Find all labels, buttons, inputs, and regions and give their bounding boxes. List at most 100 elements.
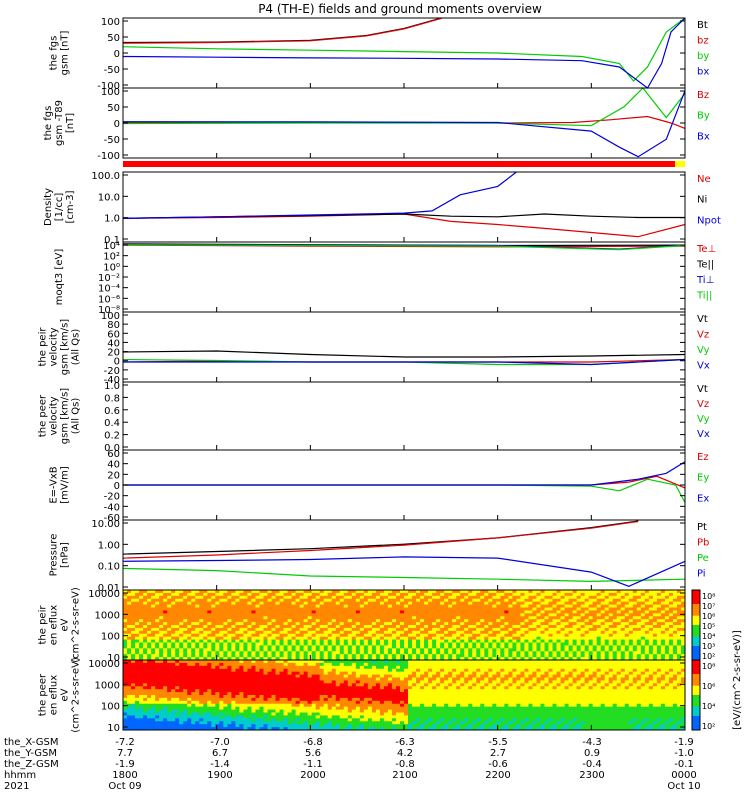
spectrogram-cell [271, 703, 276, 708]
spectrogram-cell [496, 601, 501, 605]
spectrogram-cell [532, 622, 537, 626]
spectrogram-cell [452, 648, 457, 652]
spectrogram-cell [676, 607, 682, 611]
spectrogram-cell [175, 724, 180, 728]
spectrogram-cell [480, 639, 485, 643]
spectrogram-cell [275, 633, 280, 638]
spectrogram-cell [383, 610, 389, 614]
spectrogram-cell [219, 695, 224, 699]
spectrogram-cell [239, 590, 244, 594]
spectrogram-cell [500, 590, 505, 594]
spectrogram-cell [616, 645, 622, 649]
spectrogram-cell [548, 613, 553, 617]
spectrogram-cell [580, 625, 586, 629]
spectrogram-cell [311, 677, 317, 681]
spectrogram-cell [504, 639, 509, 643]
spectrogram-cell [371, 598, 377, 603]
spectrogram-cell [359, 648, 365, 652]
spectrogram-cell [155, 665, 160, 670]
spectrogram-cell [612, 636, 618, 640]
spectrogram-cell [668, 625, 674, 629]
spectrogram-cell [628, 651, 634, 655]
spectrogram-cell [584, 657, 590, 661]
spectrogram-cell [456, 636, 461, 640]
spectrogram-cell [624, 648, 630, 652]
spectrogram-cell [175, 706, 180, 710]
spectrogram-cell [604, 636, 610, 640]
spectrogram-cell [496, 604, 501, 608]
spectrogram-cell [243, 607, 248, 611]
spectrogram-cell [327, 627, 333, 632]
spectrogram-cell [183, 668, 188, 673]
spectrogram-cell [676, 595, 682, 600]
spectrogram-cell [544, 648, 549, 652]
spectrogram-cell [444, 601, 449, 605]
spectrogram-cell [432, 630, 437, 635]
spectrogram-cell [363, 636, 369, 640]
spectrogram-cell [183, 642, 188, 646]
spectrogram-cell [219, 662, 224, 667]
spectrogram-cell [420, 598, 425, 603]
spectrogram-cell [315, 622, 321, 626]
spectrogram-cell [460, 590, 465, 594]
spectrogram-cell [151, 590, 156, 594]
spectrogram-cell [311, 625, 317, 629]
spectrogram-cell [452, 642, 457, 646]
spectrogram-cell [624, 625, 630, 629]
spectrogram-cell [195, 598, 200, 603]
spectrogram-cell [636, 636, 642, 640]
spectrogram-cell [287, 692, 292, 696]
spectrogram-cell [408, 616, 413, 620]
spectrogram-cell [271, 718, 276, 722]
spectrogram-cell [335, 660, 341, 664]
spectrogram-cell [291, 590, 297, 594]
y-axis-label: Pressure [49, 534, 60, 577]
spectrogram-cell [476, 636, 481, 640]
spectrogram-cell [399, 657, 405, 661]
spectrogram-cell [195, 700, 200, 705]
spectrogram-cell [564, 604, 569, 608]
spectrogram-cell [211, 654, 216, 658]
spectrogram-cell [496, 598, 501, 603]
spectrogram-cell [267, 727, 272, 731]
spectrogram-cell [628, 619, 634, 623]
spectrogram-cell [179, 630, 184, 635]
spectrogram-cell [636, 657, 642, 661]
spectrogram-cell [135, 592, 140, 597]
spectrogram-cell [291, 642, 297, 646]
spectrogram-cell [127, 595, 132, 600]
spectrogram-cell [279, 712, 284, 716]
y-tick-label: 0.4 [104, 418, 120, 429]
spectrogram-cell [412, 604, 417, 608]
spectrogram-cell [652, 607, 658, 611]
spectrogram-cell [592, 657, 598, 661]
spectrogram-cell [307, 718, 313, 722]
spectrogram-cell [572, 639, 578, 643]
spectrogram-cell [464, 630, 469, 635]
spectrogram-cell [648, 613, 654, 617]
legend-label: Ni [697, 195, 707, 206]
spectrogram-cell [492, 651, 497, 655]
spectrogram-cell [399, 610, 405, 614]
spectrogram-cell [155, 660, 160, 664]
spectrogram-cell [628, 642, 634, 646]
spectrogram-cell [159, 654, 164, 658]
spectrogram-cell [135, 619, 140, 623]
spectrogram-cell [536, 619, 541, 623]
spectrogram-cell [255, 636, 260, 640]
spectrogram-cell [540, 645, 545, 649]
spectrogram-cell [227, 645, 232, 649]
spectrogram-cell [636, 642, 642, 646]
spectrogram-cell [528, 636, 533, 640]
spectrogram-cell [223, 627, 228, 632]
spectrogram-cell [299, 636, 305, 640]
spectrogram-cell [456, 598, 461, 603]
spectrogram-cell [536, 657, 541, 661]
spectrogram-cell [255, 633, 260, 638]
spectrogram-cell [420, 642, 425, 646]
spectrogram-cell [235, 616, 240, 620]
spectrogram-cell [215, 709, 220, 713]
spectrogram-cell [183, 715, 188, 719]
spectrogram-cell [135, 677, 140, 681]
y-tick-label: 80 [107, 320, 120, 331]
